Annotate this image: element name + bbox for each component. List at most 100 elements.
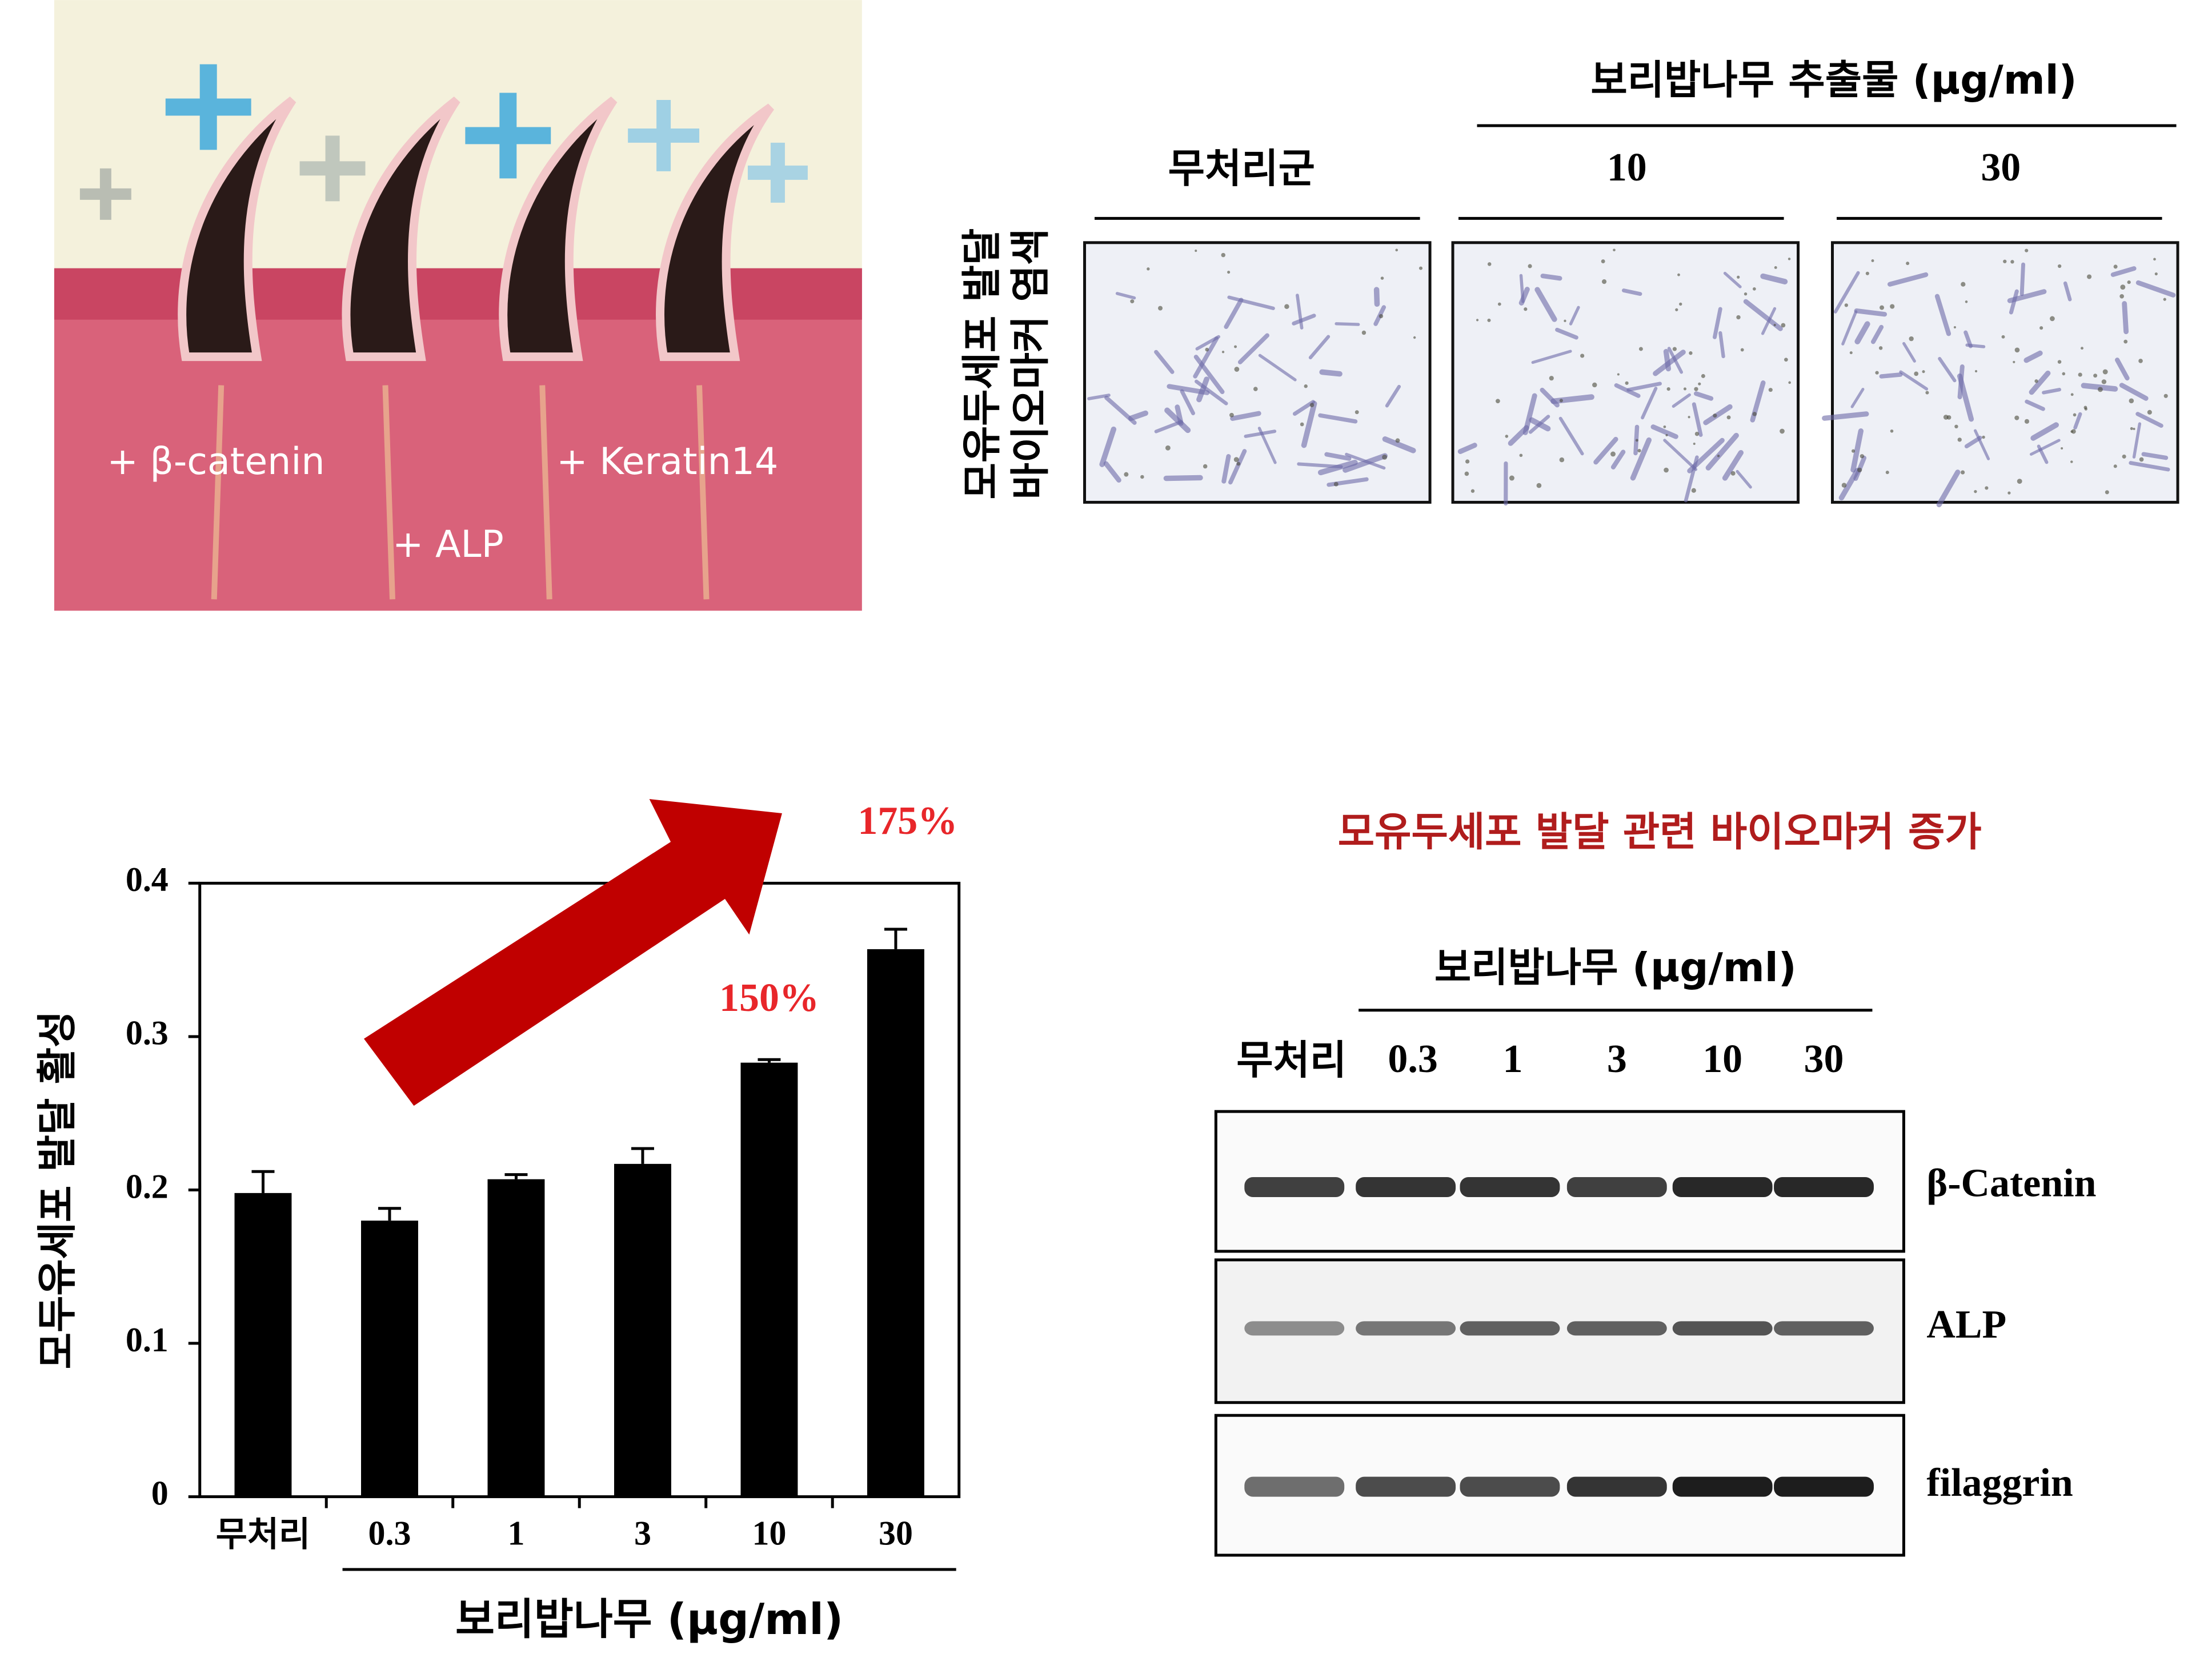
cell-stain bbox=[1672, 393, 1691, 408]
staining-panel: 보리밥나무 추출물 (μg/ml) 무처리군 10 30 모유두세포 발달 바이… bbox=[959, 57, 2179, 508]
cell-stain bbox=[2141, 452, 2169, 460]
cell-stain bbox=[1227, 295, 1275, 310]
debris bbox=[1693, 443, 1696, 445]
debris bbox=[1300, 422, 1304, 427]
debris bbox=[2105, 490, 2109, 495]
debris bbox=[1663, 425, 1666, 428]
cell-stain bbox=[1318, 413, 1358, 424]
debris bbox=[2087, 274, 2092, 279]
debris bbox=[1717, 455, 1720, 457]
band bbox=[1244, 1177, 1345, 1198]
trend-arrow bbox=[364, 799, 782, 1106]
debris bbox=[1666, 387, 1670, 391]
debris bbox=[1871, 259, 1874, 262]
debris bbox=[1974, 370, 1978, 373]
cell-stain bbox=[1902, 342, 1916, 363]
debris bbox=[1559, 457, 1565, 463]
y-tick-label: 0.2 bbox=[126, 1167, 169, 1205]
debris bbox=[1205, 347, 1209, 352]
debris bbox=[2058, 264, 2062, 268]
error-bar bbox=[378, 1207, 401, 1221]
debris bbox=[2113, 464, 2117, 468]
cell-stain bbox=[1257, 427, 1277, 464]
debris bbox=[1234, 367, 1240, 372]
debris bbox=[2147, 410, 2152, 415]
debris bbox=[1694, 431, 1700, 436]
cell-stain bbox=[2119, 383, 2149, 401]
debris bbox=[1865, 271, 1869, 275]
debris bbox=[1880, 305, 1885, 310]
debris bbox=[2102, 369, 2108, 375]
cell-stain bbox=[2042, 388, 2062, 395]
marker-label: + Keratin14 bbox=[556, 440, 778, 483]
debris bbox=[1355, 410, 1359, 415]
cell-stain bbox=[1879, 372, 1903, 379]
bar bbox=[487, 1179, 545, 1497]
cell-stain bbox=[2025, 399, 2045, 411]
cell-stain bbox=[2030, 422, 2059, 441]
debris bbox=[2010, 260, 2014, 264]
debris bbox=[1857, 467, 1862, 472]
cell-stain bbox=[1196, 376, 1209, 403]
debris bbox=[1413, 336, 1416, 339]
debris bbox=[2071, 429, 2076, 434]
cell-stain bbox=[1610, 449, 1626, 469]
debris bbox=[1701, 374, 1705, 378]
band bbox=[1460, 1177, 1560, 1198]
blot-panel bbox=[1214, 1258, 1905, 1404]
plus-signs bbox=[79, 64, 808, 220]
debris bbox=[1418, 266, 1423, 270]
debris bbox=[2081, 347, 2083, 350]
micrographs bbox=[1083, 241, 2179, 508]
cell-stain bbox=[1974, 429, 1990, 460]
cell-stain bbox=[1385, 384, 1401, 408]
condition-label: 30 bbox=[1981, 146, 2021, 190]
cell-stain bbox=[1324, 452, 1352, 461]
x-tick-label: 0.3 bbox=[368, 1514, 411, 1552]
debris bbox=[1890, 429, 1894, 433]
cell-stain bbox=[1957, 374, 1974, 422]
cell-stain bbox=[1938, 357, 1957, 383]
debris bbox=[1784, 358, 1788, 362]
x-tick-label: 10 bbox=[752, 1514, 786, 1552]
band bbox=[1244, 1321, 1345, 1336]
cell-stain bbox=[1723, 271, 1742, 288]
debris bbox=[1233, 457, 1239, 463]
cell-stain bbox=[1713, 307, 1722, 339]
debris bbox=[2138, 359, 2143, 363]
debris bbox=[1736, 315, 1741, 320]
bar bbox=[867, 949, 924, 1497]
debris bbox=[1914, 371, 1919, 376]
cell-stain bbox=[1854, 321, 1870, 344]
debris bbox=[2120, 284, 2126, 290]
cell-stain bbox=[1934, 294, 1951, 336]
cell-stain bbox=[1936, 469, 1961, 508]
debris bbox=[1234, 345, 1237, 348]
hairs bbox=[178, 97, 775, 362]
cell-stain bbox=[1841, 310, 1858, 346]
marker-label: + ALP bbox=[392, 523, 504, 566]
debris bbox=[2129, 398, 2134, 404]
cell-stain bbox=[1650, 424, 1678, 439]
cell-stain bbox=[2029, 370, 2051, 395]
debris bbox=[1130, 299, 1135, 304]
lane-label: 10 bbox=[1702, 1037, 1742, 1081]
debris bbox=[1470, 489, 1475, 493]
debris bbox=[1943, 415, 1949, 420]
cell-stain bbox=[1180, 389, 1195, 416]
cell-stain bbox=[2122, 301, 2129, 335]
debris bbox=[1637, 449, 1641, 453]
cell-stain bbox=[1722, 449, 1744, 481]
error-bar bbox=[251, 1170, 275, 1193]
debris bbox=[1165, 445, 1171, 451]
debris bbox=[1679, 302, 1682, 306]
debris bbox=[1465, 459, 1470, 464]
debris bbox=[1564, 319, 1566, 323]
cell-stain bbox=[1555, 327, 1578, 340]
y-tick-label: 0.4 bbox=[126, 861, 169, 898]
cell-stain bbox=[1519, 274, 1525, 303]
debris bbox=[2017, 479, 2022, 484]
roots bbox=[211, 385, 710, 600]
cell-stain bbox=[1457, 443, 1477, 454]
debris bbox=[2014, 415, 2019, 420]
